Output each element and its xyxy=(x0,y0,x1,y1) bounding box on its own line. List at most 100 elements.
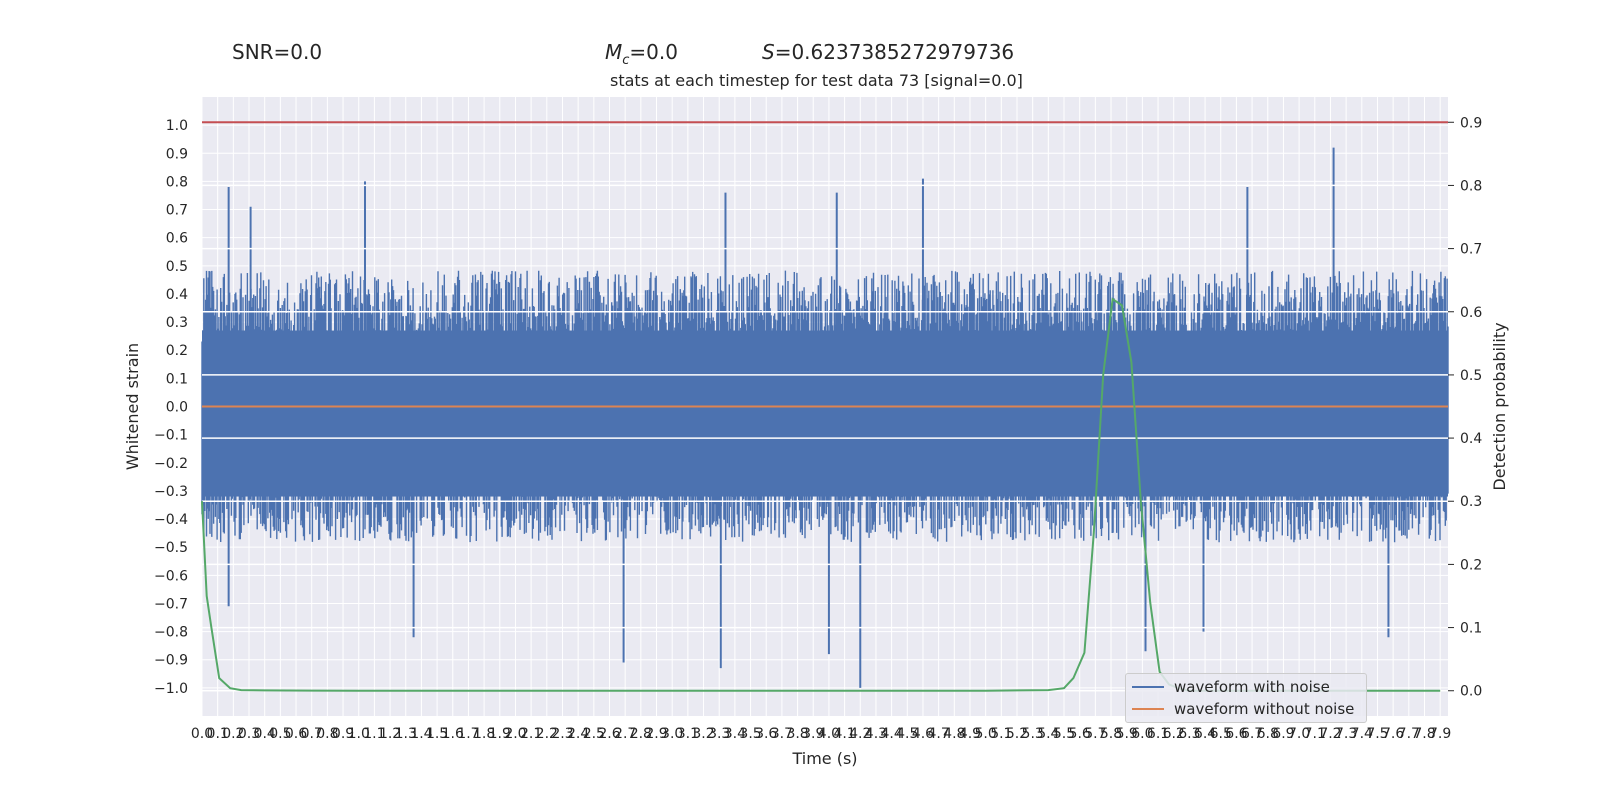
y2-tick-label: 0.2 xyxy=(1460,557,1482,573)
y-tick-label: 0.7 xyxy=(166,203,188,219)
y-tick-label: −0.6 xyxy=(154,568,188,584)
x-tick-label: 1.5 xyxy=(426,726,448,742)
x-tick-label: 7.7 xyxy=(1398,726,1420,742)
x-tick-label: 1.6 xyxy=(442,726,464,742)
noise-core-band xyxy=(202,330,1448,497)
y-tick-label: 0.9 xyxy=(166,146,188,162)
x-tick-label: 0.2 xyxy=(222,726,244,742)
x-tick-label: 6.5 xyxy=(1210,726,1232,742)
x-tick-label: 3.6 xyxy=(755,726,777,742)
snr-label: SNR=0.0 xyxy=(232,40,323,64)
x-tick-label: 4.4 xyxy=(880,726,902,742)
y2-tick-label: 0.1 xyxy=(1460,621,1482,637)
y-tick-label: 0.6 xyxy=(166,231,188,247)
y-tick-label: 0.8 xyxy=(166,174,188,190)
x-tick-label: 3.1 xyxy=(677,726,699,742)
y2-tick-label: 0.8 xyxy=(1460,178,1482,194)
noise-waveform-layer xyxy=(201,121,1449,692)
y-tick-label: −0.3 xyxy=(154,484,188,500)
x-tick-label: 0.5 xyxy=(269,726,291,742)
x-tick-label: 6.2 xyxy=(1163,726,1185,742)
x-tick-label: 6.7 xyxy=(1241,726,1263,742)
x-tick-label: 1.4 xyxy=(410,726,432,742)
score-label: S=0.6237385272979736 xyxy=(762,40,1014,64)
x-tick-label: 2.9 xyxy=(645,726,667,742)
chirp-mass-label: Mc=0.0 xyxy=(605,40,678,68)
x-tick-label: 0.0 xyxy=(191,726,213,742)
x-axis-label: Time (s) xyxy=(791,749,857,768)
x-tick-label: 5.8 xyxy=(1100,726,1122,742)
x-tick-label: 5.2 xyxy=(1006,726,1028,742)
x-tick-label: 1.3 xyxy=(395,726,417,742)
x-tick-label: 1.8 xyxy=(473,726,495,742)
legend-item-noise: waveform with noise xyxy=(1132,676,1330,698)
x-tick-label: 4.6 xyxy=(912,726,934,742)
x-tick-label: 6.0 xyxy=(1131,726,1153,742)
axis-layer: 0.00.10.20.30.40.50.60.70.80.91.01.11.21… xyxy=(154,115,1482,742)
legend-item-clean: waveform without noise xyxy=(1132,698,1354,720)
y-tick-label: 0.4 xyxy=(166,287,188,303)
x-tick-label: 0.4 xyxy=(254,726,276,742)
x-tick-label: 0.7 xyxy=(301,726,323,742)
score-value: =0.6237385272979736 xyxy=(774,40,1015,64)
x-tick-label: 4.0 xyxy=(818,726,840,742)
y-axis-label: Whitened strain xyxy=(123,343,142,470)
x-tick-label: 3.3 xyxy=(708,726,730,742)
y-tick-label: −0.8 xyxy=(154,625,188,641)
x-tick-label: 1.7 xyxy=(457,726,479,742)
x-tick-label: 3.9 xyxy=(802,726,824,742)
chirp-mass-symbol: M xyxy=(605,40,623,64)
legend: waveform with noise waveform without noi… xyxy=(1125,673,1367,723)
x-tick-label: 6.8 xyxy=(1257,726,1279,742)
x-tick-label: 1.1 xyxy=(363,726,385,742)
x-tick-label: 7.2 xyxy=(1319,726,1341,742)
legend-label-noise: waveform with noise xyxy=(1174,678,1330,696)
x-tick-label: 4.9 xyxy=(959,726,981,742)
score-symbol: S xyxy=(762,40,775,64)
y-tick-label: −0.9 xyxy=(154,653,188,669)
x-tick-label: 5.0 xyxy=(975,726,997,742)
x-tick-label: 2.4 xyxy=(567,726,589,742)
x-tick-label: 7.1 xyxy=(1304,726,1326,742)
y-tick-label: −0.1 xyxy=(154,428,188,444)
y-tick-label: −1.0 xyxy=(154,681,188,697)
x-tick-label: 3.7 xyxy=(771,726,793,742)
x-tick-label: 0.8 xyxy=(316,726,338,742)
y-tick-label: 0.1 xyxy=(166,371,188,387)
x-tick-label: 2.1 xyxy=(520,726,542,742)
chart-title: stats at each timestep for test data 73 … xyxy=(610,71,1023,90)
x-tick-label: 2.6 xyxy=(598,726,620,742)
x-tick-label: 3.0 xyxy=(661,726,683,742)
x-tick-label: 4.5 xyxy=(896,726,918,742)
chirp-mass-subscript: c xyxy=(622,53,630,68)
x-tick-label: 7.0 xyxy=(1288,726,1310,742)
x-tick-label: 2.8 xyxy=(630,726,652,742)
y2-tick-label: 0.4 xyxy=(1460,431,1482,447)
legend-label-clean: waveform without noise xyxy=(1174,700,1355,718)
x-tick-label: 7.3 xyxy=(1335,726,1357,742)
y-tick-label: 1.0 xyxy=(166,118,188,134)
y2-tick-label: 0.0 xyxy=(1460,684,1482,700)
x-tick-label: 3.8 xyxy=(786,726,808,742)
x-tick-label: 4.3 xyxy=(865,726,887,742)
y-tick-label: 0.5 xyxy=(166,259,188,275)
x-tick-label: 0.1 xyxy=(207,726,229,742)
x-tick-label: 5.4 xyxy=(1037,726,1059,742)
x-tick-label: 6.6 xyxy=(1225,726,1247,742)
x-tick-label: 0.9 xyxy=(332,726,354,742)
x-tick-label: 5.3 xyxy=(1022,726,1044,742)
y2-tick-label: 0.7 xyxy=(1460,242,1482,258)
x-tick-label: 2.2 xyxy=(536,726,558,742)
x-tick-label: 6.3 xyxy=(1178,726,1200,742)
y-tick-label: 0.3 xyxy=(166,315,188,331)
x-tick-label: 3.4 xyxy=(724,726,746,742)
y2-tick-label: 0.5 xyxy=(1460,368,1482,384)
x-tick-label: 3.5 xyxy=(739,726,761,742)
y-tick-label: −0.5 xyxy=(154,540,188,556)
x-tick-label: 1.0 xyxy=(348,726,370,742)
x-tick-label: 6.9 xyxy=(1272,726,1294,742)
x-tick-label: 5.7 xyxy=(1084,726,1106,742)
x-tick-label: 7.8 xyxy=(1413,726,1435,742)
x-tick-label: 2.0 xyxy=(504,726,526,742)
